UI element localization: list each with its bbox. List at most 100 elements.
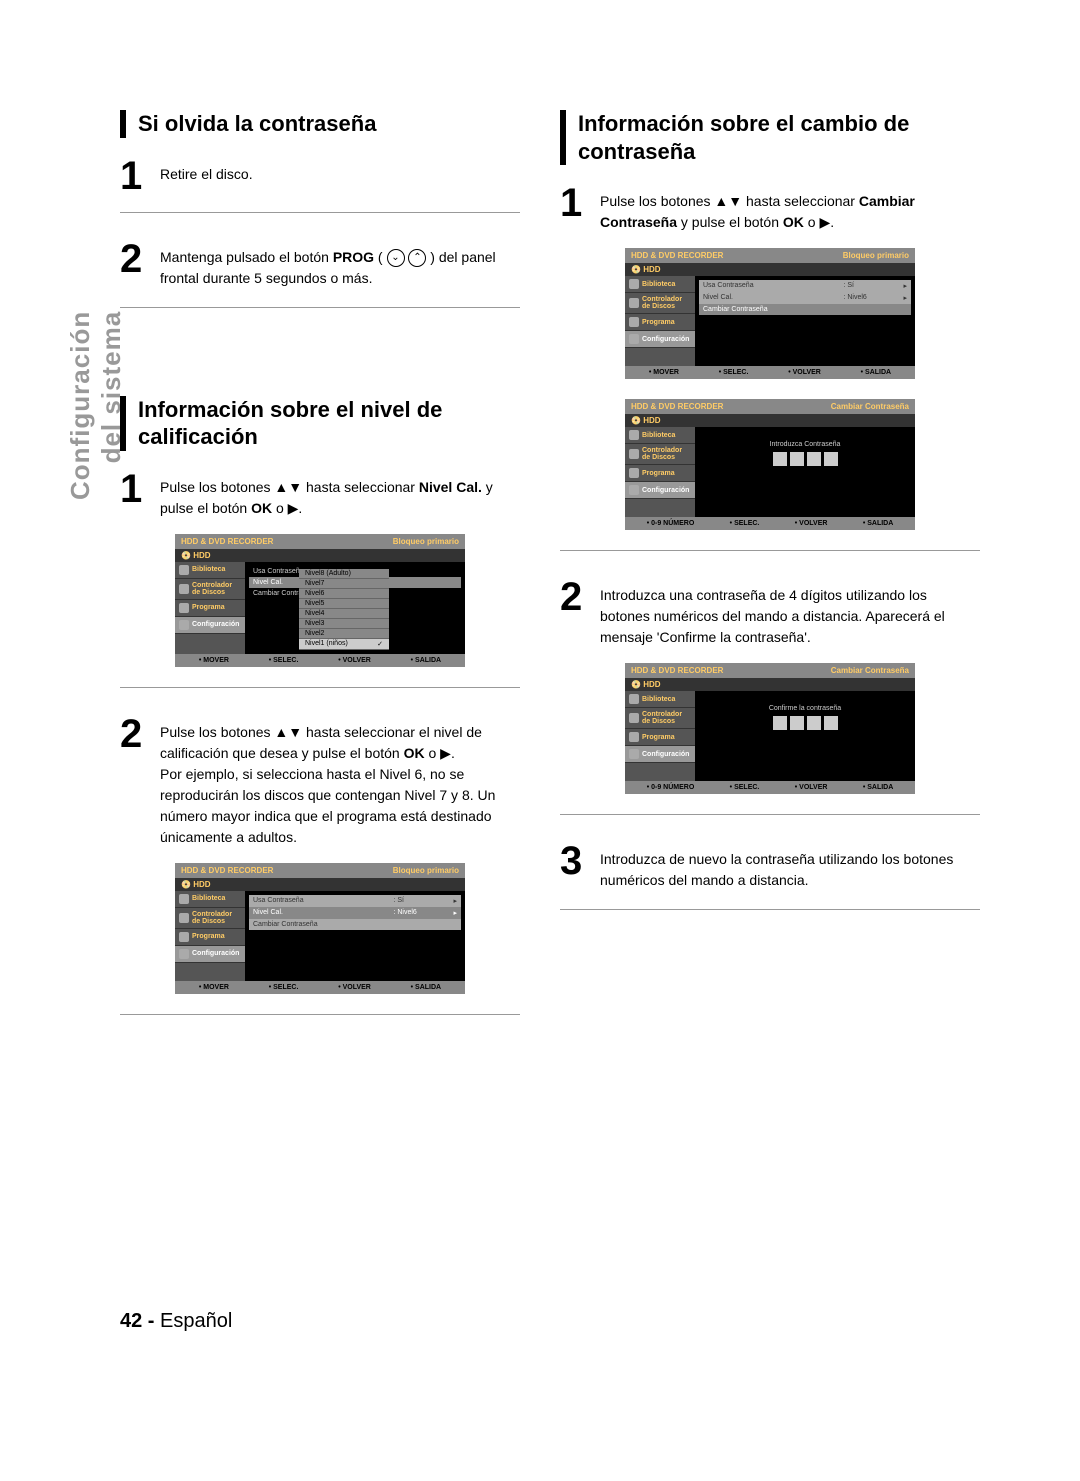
dd-level4[interactable]: Nivel4	[299, 609, 389, 619]
footer-salida: SALIDA	[411, 657, 441, 664]
footer-numero: 0-9 NÚMERO	[647, 520, 695, 527]
library-icon	[629, 694, 639, 704]
footer-volver: VOLVER	[795, 784, 828, 791]
ui-footer: MOVER SELEC. VOLVER SALIDA	[175, 654, 465, 667]
sidebar-item-programa[interactable]: Programa	[625, 729, 695, 746]
chevron-right-icon: ▸	[903, 282, 907, 290]
password-digit[interactable]	[773, 452, 787, 466]
ui-sidebar: Biblioteca Controlador de Discos Program…	[175, 891, 245, 981]
sidebar-item-controlador[interactable]: Controlador de Discos	[625, 444, 695, 465]
dd-level8[interactable]: Nivel8 (Adulto)	[299, 569, 389, 579]
separator	[120, 1014, 520, 1015]
step-3-reenter-password: 3 Introduzca de nuevo la contraseña util…	[560, 843, 980, 891]
disc-icon	[629, 713, 639, 723]
sidebar-item-biblioteca[interactable]: Biblioteca	[175, 562, 245, 579]
ui-header: HDD & DVD RECORDER Bloqueo primario	[175, 534, 465, 549]
password-digit[interactable]	[790, 716, 804, 730]
sidebar-item-config[interactable]: Configuración	[175, 946, 245, 963]
sidebar-item-programa[interactable]: Programa	[625, 314, 695, 331]
sidebar-item-controlador[interactable]: Controlador de Discos	[175, 908, 245, 929]
footer-salida: SALIDA	[863, 520, 893, 527]
left-column: Si olvida la contraseña 1 Retire el disc…	[120, 110, 520, 1043]
sidebar-item-programa[interactable]: Programa	[625, 465, 695, 482]
ui-header-right: Bloqueo primario	[843, 251, 909, 260]
sidebar-item-config[interactable]: Configuración	[175, 617, 245, 634]
dd-level7[interactable]: Nivel7	[299, 579, 389, 589]
library-icon	[179, 565, 189, 575]
row-use-password[interactable]: Usa Contraseña: Sí▸	[699, 280, 911, 292]
footer-selec: SELEC.	[730, 520, 760, 527]
ui-footer: 0-9 NÚMERO SELEC. VOLVER SALIDA	[625, 517, 915, 530]
step-number: 1	[560, 185, 590, 221]
footer-volver: VOLVER	[788, 369, 821, 376]
password-boxes	[699, 716, 911, 744]
step-2-enter-password: 2 Introduzca una contraseña de 4 dígitos…	[560, 579, 980, 648]
sidebar-item-biblioteca[interactable]: Biblioteca	[625, 691, 695, 708]
disc-icon	[179, 584, 189, 594]
password-digit[interactable]	[773, 716, 787, 730]
ui-header-title: HDD & DVD RECORDER	[631, 402, 723, 411]
row-rating-level[interactable]: Nivel Cal.: Nivel6▸	[699, 292, 911, 304]
password-prompt: Confirme la contraseña	[699, 695, 911, 716]
ui-main: Usa Contraseña: Sí▸ Nivel Cal.: Nivel6▸ …	[695, 276, 915, 366]
password-digit[interactable]	[807, 452, 821, 466]
ui-sidebar: Biblioteca Controlador de Discos Program…	[625, 427, 695, 517]
ui-subheader: 📀 HDD	[625, 678, 915, 691]
step-1-select-change: 1 Pulse los botones ▲▼ hasta seleccionar…	[560, 185, 980, 233]
password-digit[interactable]	[824, 716, 838, 730]
step-number: 2	[120, 716, 150, 752]
row-rating-level[interactable]: Nivel Cal.: Nivel6▸	[249, 907, 461, 919]
sidebar-item-biblioteca[interactable]: Biblioteca	[175, 891, 245, 908]
dd-level2[interactable]: Nivel2	[299, 629, 389, 639]
password-digit[interactable]	[807, 716, 821, 730]
ui-main: Usa Contraseña: Sí▸ Nivel Cal.: Nivel6▸ …	[245, 891, 465, 981]
step-number: 2	[560, 579, 590, 615]
dd-level5[interactable]: Nivel5	[299, 599, 389, 609]
disc-icon	[179, 913, 189, 923]
footer-salida: SALIDA	[411, 984, 441, 991]
sidebar-item-controlador[interactable]: Controlador de Discos	[175, 579, 245, 600]
footer-mover: MOVER	[199, 984, 229, 991]
gear-icon	[629, 334, 639, 344]
sidebar-item-programa[interactable]: Programa	[175, 600, 245, 617]
dd-level6[interactable]: Nivel6	[299, 589, 389, 599]
sidebar-item-config[interactable]: Configuración	[625, 331, 695, 348]
row-change-password[interactable]: Cambiar Contraseña	[699, 304, 911, 315]
ui-sidebar: Biblioteca Controlador de Discos Program…	[625, 691, 695, 781]
library-icon	[179, 894, 189, 904]
step-number: 1	[120, 471, 150, 507]
dd-level1[interactable]: Nivel1 (niños)✓	[299, 639, 389, 650]
separator	[120, 212, 520, 213]
password-digit[interactable]	[824, 452, 838, 466]
password-digit[interactable]	[790, 452, 804, 466]
step-1-remove-disc: 1 Retire el disco.	[120, 158, 520, 194]
step-1-select-level: 1 Pulse los botones ▲▼ hasta seleccionar…	[120, 471, 520, 519]
sidebar-item-biblioteca[interactable]: Biblioteca	[625, 276, 695, 293]
sidebar-item-biblioteca[interactable]: Biblioteca	[625, 427, 695, 444]
footer-salida: SALIDA	[863, 784, 893, 791]
sidebar-item-programa[interactable]: Programa	[175, 929, 245, 946]
sidebar-item-config[interactable]: Configuración	[625, 482, 695, 499]
step-text: Introduzca una contraseña de 4 dígitos u…	[600, 579, 980, 648]
ui-footer: MOVER SELEC. VOLVER SALIDA	[625, 366, 915, 379]
ui-main: Introduzca Contraseña	[695, 427, 915, 517]
password-boxes	[699, 452, 911, 480]
ui-header-title: HDD & DVD RECORDER	[631, 666, 723, 675]
ui-panel-rating-dropdown: HDD & DVD RECORDER Bloqueo primario 📀 HD…	[175, 534, 465, 667]
row-change-password[interactable]: Cambiar Contraseña	[249, 919, 461, 930]
password-prompt: Introduzca Contraseña	[699, 431, 911, 452]
sidebar-item-controlador[interactable]: Controlador de Discos	[625, 708, 695, 729]
row-use-password[interactable]: Usa Contraseña: Sí▸	[249, 895, 461, 907]
footer-mover: MOVER	[649, 369, 679, 376]
sidebar-item-controlador[interactable]: Controlador de Discos	[625, 293, 695, 314]
sidebar-item-config[interactable]: Configuración	[625, 746, 695, 763]
page-footer: 42 - Español	[120, 1310, 232, 1333]
ui-subheader: 📀 HDD	[625, 414, 915, 427]
check-icon: ✓	[377, 640, 383, 648]
ui-header-right: Cambiar Contraseña	[831, 402, 909, 411]
right-column: Información sobre el cambio de contraseñ…	[560, 110, 980, 938]
disc-icon	[629, 449, 639, 459]
dd-level3[interactable]: Nivel3	[299, 619, 389, 629]
chevron-right-icon: ▸	[903, 294, 907, 302]
ui-main: Confirme la contraseña	[695, 691, 915, 781]
